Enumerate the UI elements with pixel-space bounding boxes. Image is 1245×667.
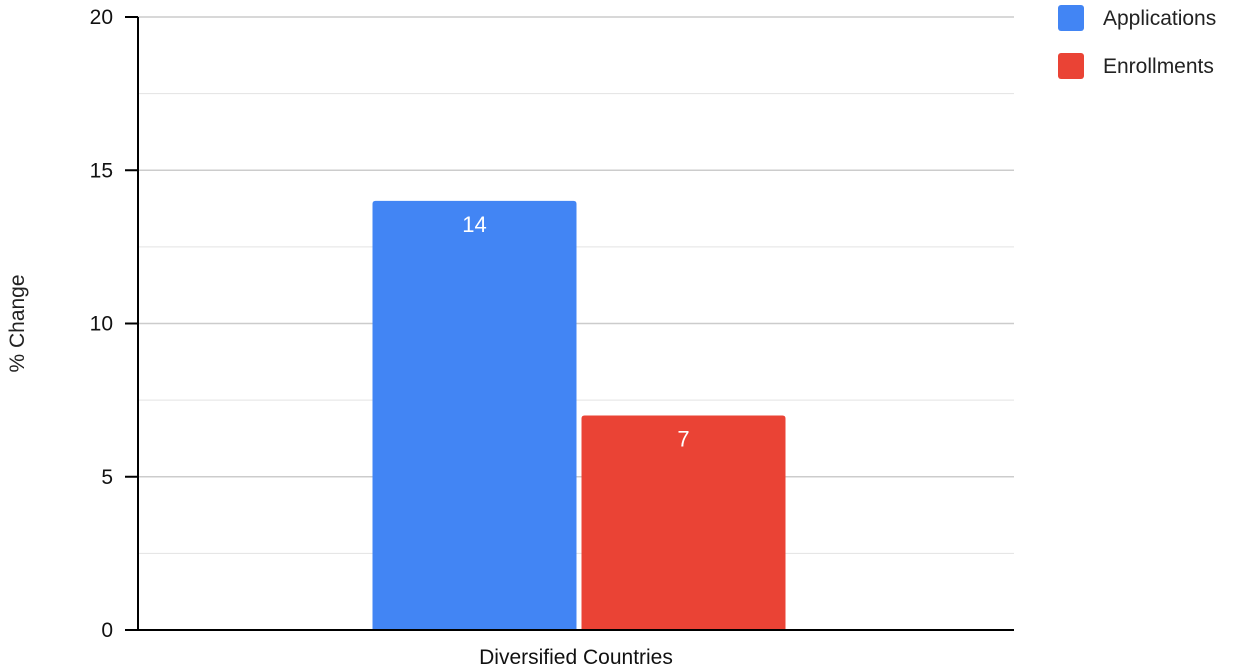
- bar-applications: [372, 200, 577, 630]
- y-tick-label: 20: [90, 6, 113, 29]
- x-tick-label: Diversified Countries: [479, 646, 673, 667]
- y-tick-label: 10: [90, 313, 113, 336]
- legend-label-enrollments: Enrollments: [1103, 55, 1214, 78]
- bars: 14 7: [372, 200, 786, 630]
- bar-enrollments: [581, 415, 786, 630]
- legend-swatch-applications: [1058, 5, 1084, 31]
- legend-swatch-enrollments: [1058, 53, 1084, 79]
- legend: Applications Enrollments: [1058, 5, 1216, 79]
- x-tick-labels: Diversified Countries: [479, 646, 673, 667]
- data-label-applications: 14: [462, 212, 486, 237]
- y-tick-label: 5: [101, 466, 113, 489]
- y-tick-labels: 0 5 10 15 20: [90, 6, 138, 642]
- data-label-enrollments: 7: [677, 426, 689, 451]
- legend-label-applications: Applications: [1103, 7, 1216, 30]
- y-tick-label: 0: [101, 619, 113, 642]
- y-axis-title: % Change: [6, 274, 29, 372]
- y-tick-label: 15: [90, 159, 113, 182]
